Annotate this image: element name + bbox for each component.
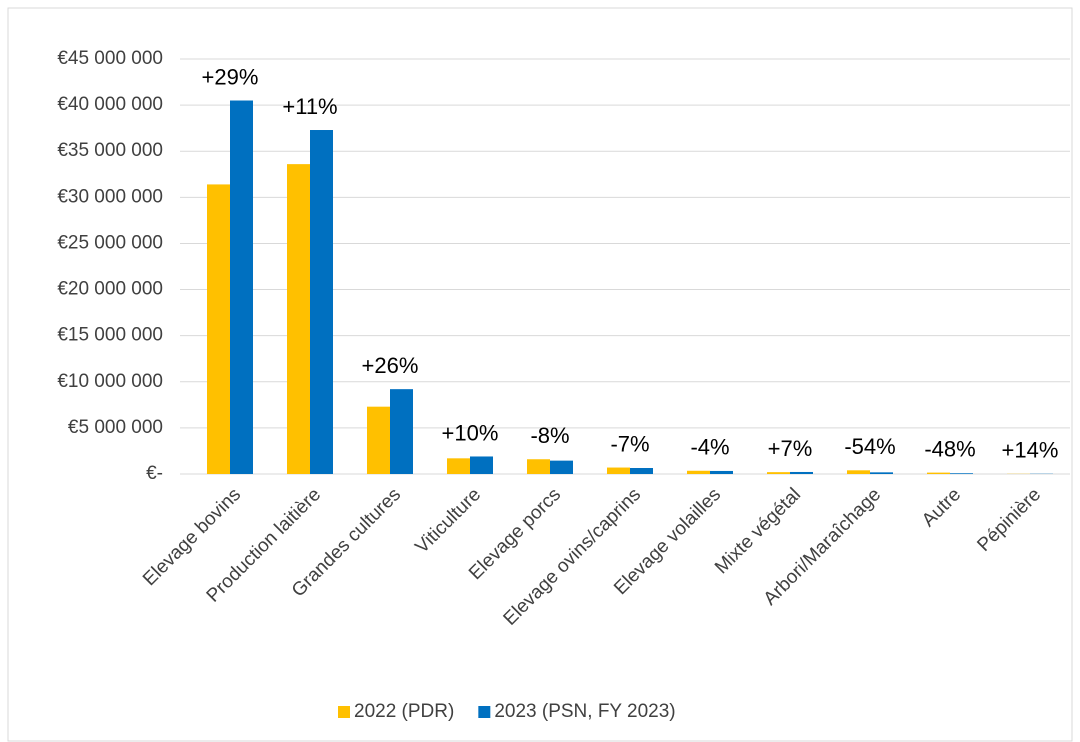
x-tick-label: Autre [918, 484, 965, 531]
bar [310, 130, 333, 474]
bar [470, 456, 493, 474]
bar [767, 472, 790, 474]
y-tick-label: €15 000 000 [57, 325, 163, 346]
bar [390, 389, 413, 474]
bar [550, 460, 573, 474]
y-tick-label: €30 000 000 [57, 186, 163, 207]
y-tick-label: €20 000 000 [57, 279, 163, 300]
x-tick-label: Pépinière [973, 484, 1045, 556]
annotation: -4% [690, 435, 729, 460]
annotation: +11% [282, 94, 337, 119]
bar [207, 184, 230, 474]
bar [607, 467, 630, 474]
bar [790, 471, 813, 474]
bar [687, 470, 710, 474]
y-tick-label: €- [146, 463, 163, 484]
bar [287, 164, 310, 474]
legend-swatch [338, 706, 350, 718]
x-tick-label: Elevage ovins/caprins [500, 484, 646, 630]
bar [447, 458, 470, 474]
bar [230, 100, 253, 474]
y-tick-label: €5 000 000 [68, 417, 163, 438]
y-tick-label: €10 000 000 [57, 371, 163, 392]
bar [367, 406, 390, 474]
legend-swatch [478, 706, 491, 718]
bar [950, 473, 973, 474]
annotation: -8% [530, 423, 569, 448]
y-tick-label: €35 000 000 [57, 140, 163, 161]
annotation: +10% [442, 420, 499, 445]
annotation: +29% [202, 64, 259, 89]
annotation: +26% [362, 353, 419, 378]
bar [710, 470, 733, 474]
annotation: +7% [768, 436, 813, 461]
bar [847, 470, 870, 474]
annotation: -7% [610, 431, 649, 456]
bar [927, 472, 950, 474]
bar [527, 459, 550, 474]
y-tick-label: €25 000 000 [57, 232, 163, 253]
y-tick-label: €40 000 000 [57, 94, 163, 115]
bar [870, 472, 893, 474]
chart-border [7, 7, 1073, 742]
y-tick-label: €45 000 000 [57, 48, 163, 69]
annotation: +14% [1002, 438, 1059, 463]
bar [630, 468, 653, 474]
legend-label: 2023 (PSN, FY 2023) [494, 701, 675, 722]
legend-label: 2022 (PDR) [354, 701, 454, 722]
annotation: -48% [924, 436, 975, 461]
x-tick-label: Viticulture [411, 484, 485, 558]
annotation: -54% [844, 434, 895, 459]
